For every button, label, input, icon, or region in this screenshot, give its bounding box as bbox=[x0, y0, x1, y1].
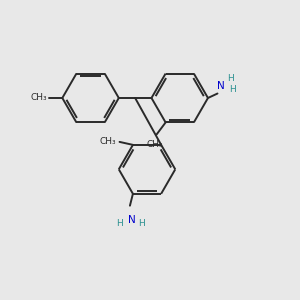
Text: CH₃: CH₃ bbox=[30, 93, 47, 102]
Text: N: N bbox=[217, 80, 225, 91]
Text: CH₃: CH₃ bbox=[147, 140, 164, 149]
Text: H: H bbox=[229, 85, 236, 94]
Text: H: H bbox=[116, 219, 123, 228]
Text: H: H bbox=[227, 74, 234, 83]
Text: N: N bbox=[128, 215, 135, 225]
Text: CH₃: CH₃ bbox=[100, 137, 117, 146]
Text: H: H bbox=[139, 219, 145, 228]
